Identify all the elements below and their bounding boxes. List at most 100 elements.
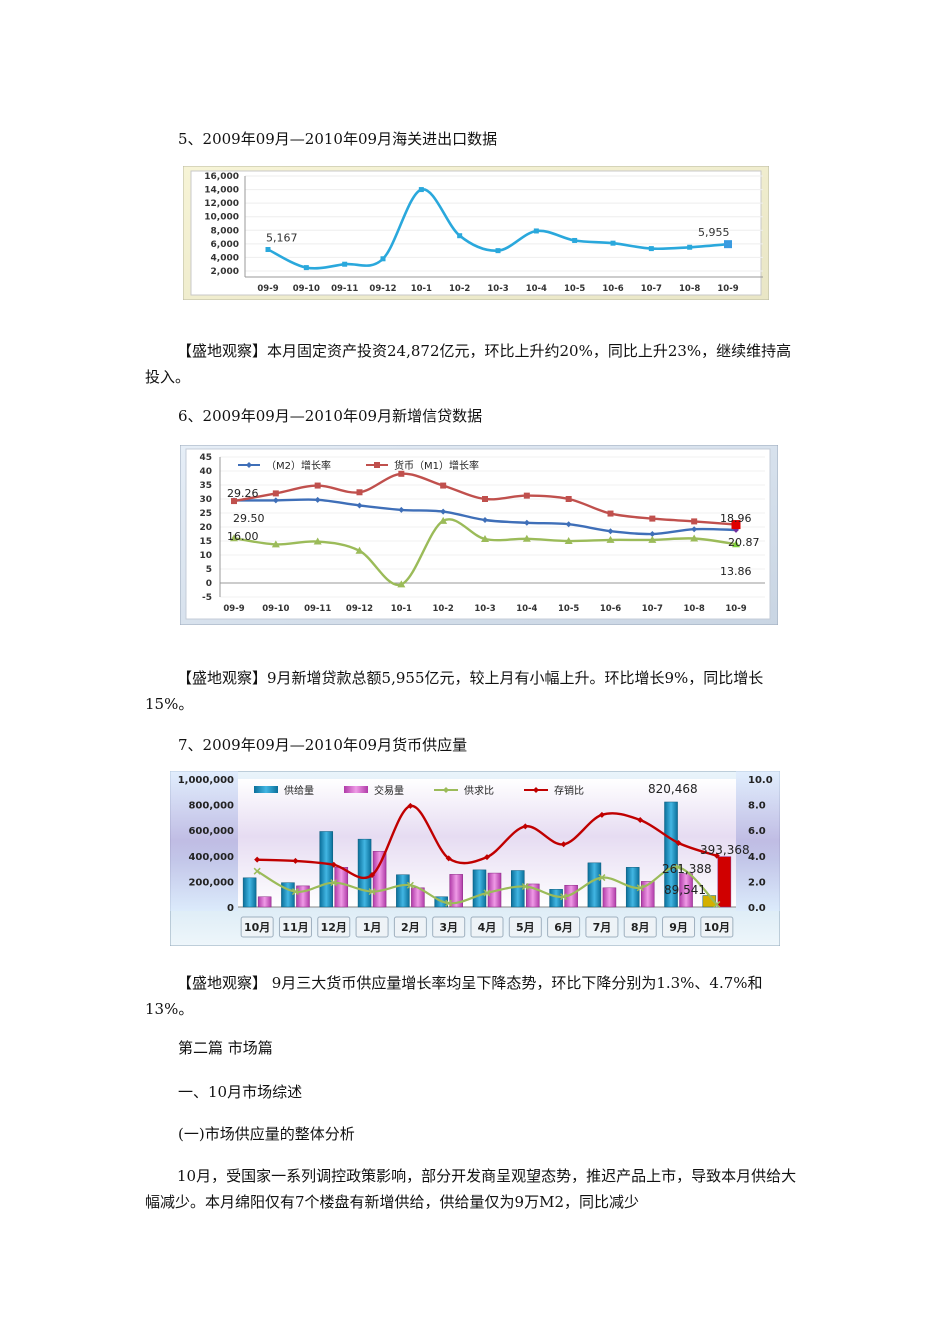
y-right-tick-label: 8.0 xyxy=(748,801,766,812)
ratio-point xyxy=(598,874,606,882)
data-point xyxy=(398,506,405,513)
x-tick-label: 09-12 xyxy=(369,284,396,294)
data-point xyxy=(231,498,237,505)
data-point xyxy=(724,240,732,249)
ratio-point xyxy=(254,856,261,863)
x-tick-label: 10月 xyxy=(704,921,730,934)
x-tick-label: 10-8 xyxy=(684,604,705,614)
trade-bar xyxy=(640,881,655,908)
x-label-box xyxy=(585,916,619,938)
data-point xyxy=(648,246,654,252)
x-label-box xyxy=(470,916,504,938)
y-left-tick-label: 400,000 xyxy=(188,852,234,863)
ratio-point xyxy=(406,881,414,889)
x-tick-label: 09-12 xyxy=(346,604,373,614)
x-tick-label: 10月 xyxy=(244,921,270,934)
data-point xyxy=(418,187,424,193)
data-point xyxy=(440,482,447,489)
data-point xyxy=(481,535,489,543)
y-left-tick-label: 800,000 xyxy=(188,801,234,812)
data-point xyxy=(457,233,463,239)
ratio-point xyxy=(330,879,338,887)
x-label-box xyxy=(700,916,734,938)
y-tick-label: 10,000 xyxy=(204,213,239,223)
ratio-point xyxy=(292,857,299,864)
ratio-point xyxy=(445,855,452,862)
credit-line-chart: -5 0 5 10 15 20 25 30 35 40 45 09-9 09-10 09-11 09-12 1… xyxy=(179,444,779,626)
x-tick-label: 2月 xyxy=(401,921,420,934)
trade-bar xyxy=(372,851,387,908)
y-tick-label: 16,000 xyxy=(204,172,239,182)
data-point xyxy=(690,534,699,542)
trade-bar xyxy=(602,887,617,908)
ratio-point xyxy=(253,867,261,875)
data-label: 13.86 xyxy=(720,565,752,578)
y-left-tick-label: 200,000 xyxy=(188,877,234,888)
data-point xyxy=(733,526,739,533)
data-label: 18.96 xyxy=(720,512,752,525)
heading-credit-data: 6、2009年09月—2010年09月新增信贷数据 xyxy=(178,407,483,425)
x-tick-label: 6月 xyxy=(554,921,573,934)
x-tick-label: 10-8 xyxy=(679,284,700,294)
legend-marker xyxy=(374,462,380,468)
data-point xyxy=(731,520,741,530)
x-tick-label: 10-5 xyxy=(564,284,585,294)
legend-label: 存销比 xyxy=(554,784,584,797)
y-tick-label: 20 xyxy=(199,523,212,533)
ratio-point xyxy=(675,840,682,846)
supply-bar xyxy=(357,838,372,908)
trade-bar xyxy=(717,856,732,908)
x-tick-label: 10-3 xyxy=(487,284,508,294)
data-point xyxy=(523,519,530,526)
data-point xyxy=(314,496,321,503)
data-point xyxy=(482,496,488,502)
supply-bar xyxy=(549,889,563,908)
trade-bar xyxy=(679,873,693,908)
credit-chart: -5 0 5 10 15 20 25 30 35 40 45 09-9 09-10 09-11 09-12 1… xyxy=(179,444,779,626)
x-tick-label: 09-11 xyxy=(304,604,331,614)
supply-combo-chart: 0 200,000 400,000 600,000 800,000 1,000,000 0.… xyxy=(169,770,781,947)
data-point xyxy=(649,515,656,522)
legend-marker xyxy=(344,786,368,793)
x-tick-label: 10-4 xyxy=(526,284,547,294)
x-tick-label: 10-7 xyxy=(641,284,662,294)
x-label-box xyxy=(623,916,657,938)
supply-bar xyxy=(242,877,257,908)
x-tick-label: 09-10 xyxy=(293,284,320,294)
legend-marker xyxy=(254,786,278,793)
supply-bar xyxy=(664,801,678,908)
ratio-point xyxy=(369,872,376,878)
x-tick-label: 10-4 xyxy=(516,604,537,614)
x-tick-label: 5月 xyxy=(516,921,535,934)
x-tick-label: 4月 xyxy=(478,921,497,934)
body-paragraph: 10月，受国家一系列调控政策影响，部分开发商呈观望态势，推迟产品上市，导致本月供… xyxy=(145,1167,797,1211)
x-tick-label: 10-2 xyxy=(433,604,454,614)
data-point xyxy=(482,517,488,523)
trade-bar xyxy=(334,867,349,908)
x-tick-label: 9月 xyxy=(669,921,688,934)
observation-2: 【盛地观察】9月新增贷款总额5,955亿元，较上月有小幅上升。环比增长9%，同比… xyxy=(145,669,764,713)
x-tick-label: 10-1 xyxy=(391,604,412,614)
data-label: 29.26 xyxy=(227,487,259,500)
y-tick-label: 14,000 xyxy=(204,186,239,196)
ratio-point xyxy=(560,841,567,848)
data-point xyxy=(440,508,447,515)
observation-1: 【盛地观察】本月固定资产投资24,872亿元，环比上升约20%，同比上升23%，… xyxy=(145,342,792,386)
ratio-point xyxy=(675,863,683,871)
trade-bar xyxy=(449,874,463,908)
data-point xyxy=(495,248,501,254)
data-label: 20.87 xyxy=(728,536,760,549)
ratio-point xyxy=(368,888,376,896)
x-tick-label: 12月 xyxy=(321,921,347,934)
legend-marker xyxy=(443,787,449,793)
y-tick-label: 25 xyxy=(199,509,212,519)
ratio-point xyxy=(560,893,568,901)
ratio-point xyxy=(330,861,337,868)
ratio-point xyxy=(637,816,644,823)
part-title: 第二篇 市场篇 xyxy=(178,1039,273,1057)
data-point xyxy=(439,516,448,524)
ratio-point xyxy=(291,888,299,896)
data-point xyxy=(230,534,238,542)
x-label-box xyxy=(355,916,389,938)
x-tick-label: 10-6 xyxy=(602,284,623,294)
